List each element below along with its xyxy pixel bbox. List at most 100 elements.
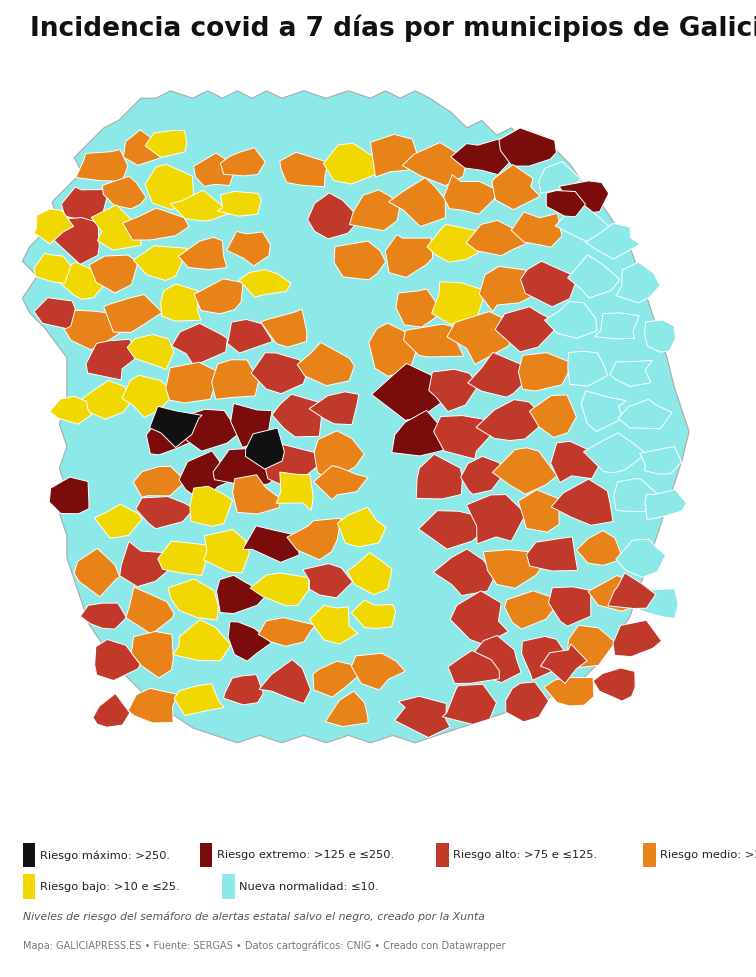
Polygon shape <box>504 591 556 629</box>
FancyBboxPatch shape <box>436 843 449 867</box>
Polygon shape <box>324 144 385 185</box>
Polygon shape <box>419 511 488 550</box>
Polygon shape <box>125 587 174 635</box>
Polygon shape <box>48 218 99 265</box>
Text: Riesgo extremo: >125 e ≤250.: Riesgo extremo: >125 e ≤250. <box>217 850 394 860</box>
Polygon shape <box>325 692 368 727</box>
Polygon shape <box>460 457 505 495</box>
Polygon shape <box>631 589 678 618</box>
Polygon shape <box>80 604 126 629</box>
Polygon shape <box>174 684 225 716</box>
Polygon shape <box>227 320 272 354</box>
Polygon shape <box>370 135 417 178</box>
Polygon shape <box>221 149 265 177</box>
Polygon shape <box>265 445 320 488</box>
Polygon shape <box>584 434 646 474</box>
Polygon shape <box>334 242 386 280</box>
Polygon shape <box>61 188 107 224</box>
Polygon shape <box>49 478 89 514</box>
Text: Niveles de riesgo del semáforo de alertas estatal salvo el negro, creado por la : Niveles de riesgo del semáforo de alerta… <box>23 911 485 921</box>
Polygon shape <box>527 537 578 572</box>
Polygon shape <box>251 354 308 395</box>
Polygon shape <box>34 298 76 329</box>
Polygon shape <box>610 361 652 387</box>
Polygon shape <box>541 645 587 684</box>
Polygon shape <box>34 210 73 244</box>
FancyBboxPatch shape <box>200 843 212 867</box>
Polygon shape <box>544 678 593 706</box>
Polygon shape <box>94 640 140 681</box>
Polygon shape <box>352 654 405 691</box>
Polygon shape <box>444 176 501 215</box>
Polygon shape <box>250 573 308 606</box>
Polygon shape <box>227 233 271 267</box>
Polygon shape <box>616 263 660 304</box>
Polygon shape <box>76 150 128 182</box>
Polygon shape <box>287 519 341 560</box>
Polygon shape <box>74 549 119 597</box>
Polygon shape <box>550 442 600 483</box>
Polygon shape <box>308 193 361 239</box>
Polygon shape <box>447 313 516 365</box>
Text: Nueva normalidad: ≤10.: Nueva normalidad: ≤10. <box>239 881 379 892</box>
Polygon shape <box>521 262 578 308</box>
Polygon shape <box>145 165 194 210</box>
Polygon shape <box>483 550 544 589</box>
Polygon shape <box>280 153 327 188</box>
Polygon shape <box>231 404 272 448</box>
Polygon shape <box>588 576 641 612</box>
Polygon shape <box>224 675 263 705</box>
Polygon shape <box>433 549 495 596</box>
Polygon shape <box>160 284 201 321</box>
Polygon shape <box>217 192 262 217</box>
Text: Incidencia covid a 7 días por municipios de Galicia: Incidencia covid a 7 días por municipios… <box>30 15 756 42</box>
Polygon shape <box>243 527 299 563</box>
Polygon shape <box>129 689 178 723</box>
Polygon shape <box>645 490 686 520</box>
Polygon shape <box>74 381 131 420</box>
Polygon shape <box>538 162 581 194</box>
Polygon shape <box>594 314 640 340</box>
Polygon shape <box>259 618 316 647</box>
Polygon shape <box>511 213 562 248</box>
Polygon shape <box>133 467 186 497</box>
Polygon shape <box>194 153 233 188</box>
Polygon shape <box>179 451 233 502</box>
Polygon shape <box>645 320 675 353</box>
Polygon shape <box>492 165 540 210</box>
Polygon shape <box>347 553 392 595</box>
Polygon shape <box>568 352 608 387</box>
Polygon shape <box>23 92 689 743</box>
Polygon shape <box>132 632 173 678</box>
Polygon shape <box>499 129 556 167</box>
Polygon shape <box>190 487 233 527</box>
Polygon shape <box>492 448 557 494</box>
Polygon shape <box>529 396 576 438</box>
Polygon shape <box>465 636 521 683</box>
Polygon shape <box>593 668 635 701</box>
Polygon shape <box>402 144 466 187</box>
Polygon shape <box>145 131 187 158</box>
Text: Riesgo máximo: >250.: Riesgo máximo: >250. <box>40 849 170 860</box>
Polygon shape <box>618 400 672 429</box>
Polygon shape <box>309 606 358 645</box>
Polygon shape <box>389 179 445 228</box>
Polygon shape <box>568 625 615 668</box>
Polygon shape <box>212 361 259 400</box>
Polygon shape <box>122 209 189 240</box>
Polygon shape <box>119 542 172 587</box>
Polygon shape <box>194 279 243 315</box>
Polygon shape <box>392 411 460 456</box>
FancyBboxPatch shape <box>23 874 36 899</box>
Polygon shape <box>86 340 138 381</box>
Polygon shape <box>519 354 569 392</box>
Polygon shape <box>544 302 597 339</box>
Polygon shape <box>581 392 626 432</box>
Polygon shape <box>168 579 218 620</box>
Polygon shape <box>172 324 228 366</box>
Polygon shape <box>479 267 540 313</box>
Polygon shape <box>94 505 142 538</box>
Polygon shape <box>228 622 271 661</box>
FancyBboxPatch shape <box>643 843 656 867</box>
Polygon shape <box>146 420 191 455</box>
